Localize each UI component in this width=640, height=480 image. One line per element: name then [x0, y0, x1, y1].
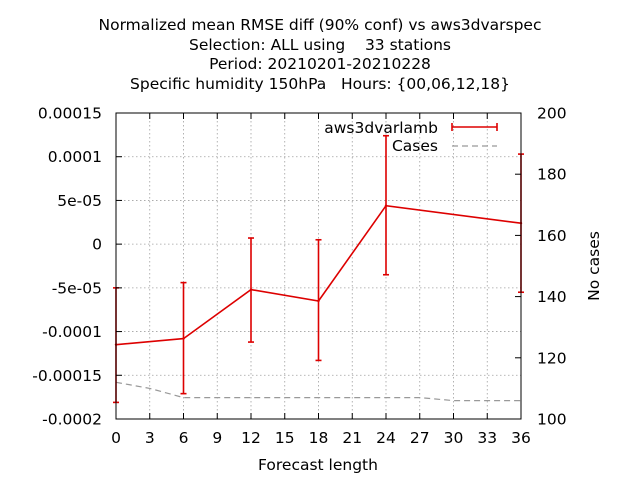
title-line-3: Period: 20210201-20210228: [209, 55, 431, 73]
legend: aws3dvarlamb Cases: [324, 119, 498, 155]
x-tick-label: 30: [444, 429, 464, 447]
x-tick-label: 36: [511, 429, 531, 447]
x-tick-label: 12: [241, 429, 261, 447]
data-point: [249, 288, 253, 291]
legend-label-cases: Cases: [392, 137, 438, 155]
title-line-4: Specific humidity 150hPa Hours: {00,06,1…: [130, 74, 510, 93]
y2-tick-label: 180: [537, 166, 567, 184]
y2-tick-label: 200: [537, 105, 567, 123]
y-tick-label: -0.00015: [32, 367, 102, 385]
data-point: [384, 204, 388, 207]
x-tick-label: 6: [179, 429, 189, 447]
x-tick-label: 15: [275, 429, 295, 447]
y-tick-label: -0.0001: [42, 323, 102, 341]
cases-line: [115, 381, 521, 402]
legend-symbol-aws3dvarlamb: [451, 123, 498, 131]
title-line-2: Selection: ALL using 33 stations: [188, 35, 452, 54]
y2-tick-label: 100: [537, 411, 567, 429]
y-tick-labels: 0.00015 0.0001 5e-05 0 -5e-05 -0.0001 -0.00015…: [32, 105, 102, 429]
x-tick-label: 24: [376, 429, 396, 447]
x-tick-label: 18: [309, 429, 329, 447]
x-tick-label: 33: [477, 429, 497, 447]
y-tick-label: 0.0001: [48, 148, 102, 166]
chart-title: Normalized mean RMSE diff (90% conf) vs …: [0, 16, 640, 94]
x-tick-labels: 0 3 6 9 12 15 18 21 24 27 30 33 36: [111, 429, 531, 447]
cases-series: [115, 381, 521, 402]
x-axis-label: Forecast length: [258, 456, 378, 474]
x-tick-label: 21: [342, 429, 362, 447]
title-line-1: Normalized mean RMSE diff (90% conf) vs …: [98, 16, 542, 34]
aws3dvarlamb-line: [115, 204, 522, 346]
x-tick-label: 3: [145, 429, 155, 447]
y-tick-label: -5e-05: [52, 279, 102, 297]
x-tick-label: 27: [410, 429, 430, 447]
legend-label-aws3dvarlamb: aws3dvarlamb: [324, 119, 438, 137]
grid-lines: [116, 113, 521, 419]
y-tick-label: 0.00015: [38, 105, 102, 123]
y-tick-label: 0: [92, 236, 102, 254]
y-tick-label: 5e-05: [57, 192, 102, 210]
y2-tick-label: 140: [537, 288, 567, 306]
y-tick-label: -0.0002: [42, 411, 102, 429]
data-point: [317, 299, 320, 303]
x-tick-label: 9: [212, 429, 222, 447]
x-tick-label: 0: [111, 429, 121, 447]
y2-tick-label: 160: [537, 227, 567, 245]
y2-axis-label: No cases: [585, 231, 603, 301]
y2-tick-label: 120: [537, 349, 567, 367]
data-point: [182, 337, 185, 340]
y2-tick-labels: 200 180 160 140 120 100: [537, 105, 567, 429]
axis-ticks: [115, 112, 522, 420]
